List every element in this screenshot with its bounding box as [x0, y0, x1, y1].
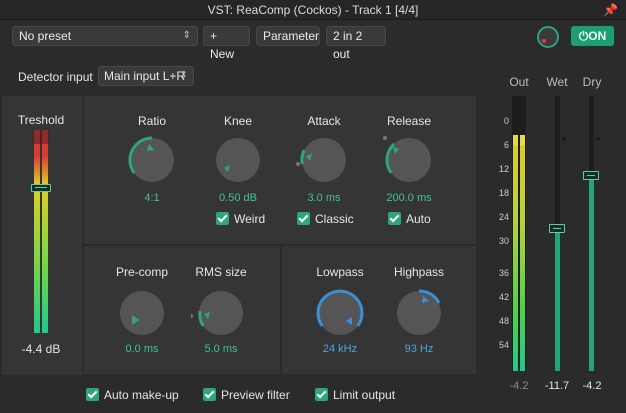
attack-knob[interactable] — [294, 130, 354, 190]
dry-fader-handle[interactable] — [583, 171, 599, 180]
knee-knob[interactable] — [208, 130, 268, 190]
threshold-meter[interactable] — [31, 130, 51, 333]
scale-tick: 24 — [498, 212, 509, 222]
checkbox-checked-icon — [86, 388, 99, 401]
wet-reference-dot — [562, 137, 566, 141]
rms-size-knob[interactable] — [191, 283, 251, 343]
ratio-knob[interactable] — [122, 130, 182, 190]
wet-mix-knob[interactable] — [537, 26, 559, 48]
scale-tick: 42 — [498, 292, 509, 302]
new-preset-button[interactable]: + New — [203, 26, 250, 61]
ratio-value: 4:1 — [144, 192, 160, 204]
dry-header: Dry — [582, 75, 602, 89]
highpass-label: Highpass — [393, 265, 445, 279]
classic-checkbox[interactable]: Classic — [297, 212, 354, 226]
wet-value: -11.7 — [544, 380, 570, 392]
precomp-label: Pre-comp — [115, 265, 168, 279]
weird-checkbox[interactable]: Weird — [216, 212, 265, 226]
chevron-updown-icon: ⇕ — [179, 70, 188, 81]
dry-value: -4.2 — [582, 380, 602, 392]
weird-label: Weird — [234, 212, 266, 226]
lowpass-value: 24 kHz — [322, 343, 358, 355]
attack-label: Attack — [307, 114, 341, 128]
auto-label: Auto — [406, 212, 431, 226]
dry-reference-dot — [596, 137, 600, 141]
highpass-value: 93 Hz — [404, 343, 434, 355]
release-knob[interactable] — [379, 130, 439, 190]
precomp-value: 0.0 ms — [125, 343, 159, 355]
scale-tick: 12 — [498, 164, 509, 174]
rms-size-value: 5.0 ms — [204, 343, 238, 355]
threshold-meter-overlay — [33, 130, 49, 144]
checkbox-checked-icon — [315, 388, 328, 401]
out-header: Out — [509, 75, 529, 89]
checkbox-checked-icon — [297, 212, 310, 225]
detector-input-dropdown[interactable]: Main input L+R ⇕ — [98, 66, 194, 86]
threshold-meter-right — [42, 130, 48, 333]
preview-filter-checkbox[interactable]: Preview filter — [203, 388, 290, 402]
scale-tick: 54 — [498, 340, 509, 350]
knob-indicator-dot — [542, 39, 546, 43]
scale-tick: 0 — [503, 116, 509, 126]
lowpass-knob[interactable] — [310, 283, 370, 343]
scale-tick: 30 — [498, 236, 509, 246]
parameter-button[interactable]: Parameter — [256, 26, 320, 46]
output-meter-left — [513, 135, 518, 371]
wet-fader-track[interactable] — [555, 96, 560, 371]
release-value: 200.0 ms — [386, 192, 432, 204]
dry-fader-fill — [589, 175, 594, 371]
output-meter-right — [520, 135, 525, 371]
highpass-knob[interactable] — [389, 283, 449, 343]
limit-output-label: Limit output — [333, 388, 396, 402]
rms-size-label: RMS size — [195, 265, 247, 279]
scale-tick: 6 — [503, 140, 509, 150]
checkbox-checked-icon — [216, 212, 229, 225]
threshold-label: Treshold — [17, 113, 65, 127]
checkbox-checked-icon — [203, 388, 216, 401]
knee-value: 0.50 dB — [219, 192, 257, 204]
attack-value: 3.0 ms — [307, 192, 341, 204]
pin-icon[interactable]: 📌 — [603, 3, 618, 17]
auto-makeup-checkbox[interactable]: Auto make-up — [86, 388, 179, 402]
threshold-meter-left — [34, 130, 40, 333]
scale-tick: 36 — [498, 268, 509, 278]
lowpass-label: Lowpass — [316, 265, 364, 279]
output-peak-left — [513, 135, 518, 145]
wet-header: Wet — [546, 75, 568, 89]
bypass-toggle-button[interactable]: ⏻ON — [571, 26, 614, 46]
out-value: -4.2 — [509, 380, 529, 392]
output-peak-right — [520, 135, 525, 145]
window-title: VST: ReaComp (Cockos) - Track 1 [4/4] — [207, 3, 419, 17]
chevron-updown-icon: ⇕ — [182, 30, 191, 41]
precomp-panel — [84, 246, 280, 374]
scale-tick: 48 — [498, 316, 509, 326]
precomp-knob[interactable] — [112, 283, 172, 343]
preview-filter-label: Preview filter — [221, 388, 290, 402]
wet-fader-handle[interactable] — [549, 224, 565, 233]
auto-release-checkbox[interactable]: Auto — [388, 212, 431, 226]
wet-fader-fill — [555, 228, 560, 371]
knee-label: Knee — [223, 114, 253, 128]
scale-tick: 18 — [498, 188, 509, 198]
limit-output-checkbox[interactable]: Limit output — [315, 388, 395, 402]
detector-input-label: Detector input — [18, 70, 93, 84]
release-label: Release — [386, 114, 432, 128]
threshold-slider-handle[interactable] — [31, 184, 51, 192]
auto-makeup-label: Auto make-up — [104, 388, 179, 402]
output-meter — [512, 96, 526, 371]
threshold-value: -4.4 dB — [21, 342, 61, 356]
ratio-label: Ratio — [137, 114, 166, 128]
checkbox-checked-icon — [388, 212, 401, 225]
dry-fader-track[interactable] — [589, 96, 594, 371]
classic-label: Classic — [315, 212, 354, 226]
preset-value: No preset — [19, 29, 72, 43]
io-button[interactable]: 2 in 2 out — [326, 26, 386, 61]
preset-dropdown[interactable]: No preset ⇕ — [12, 26, 198, 46]
detector-input-value: Main input L+R — [104, 69, 186, 83]
title-bar: VST: ReaComp (Cockos) - Track 1 [4/4] 📌 — [0, 0, 626, 20]
filter-panel — [282, 246, 476, 374]
